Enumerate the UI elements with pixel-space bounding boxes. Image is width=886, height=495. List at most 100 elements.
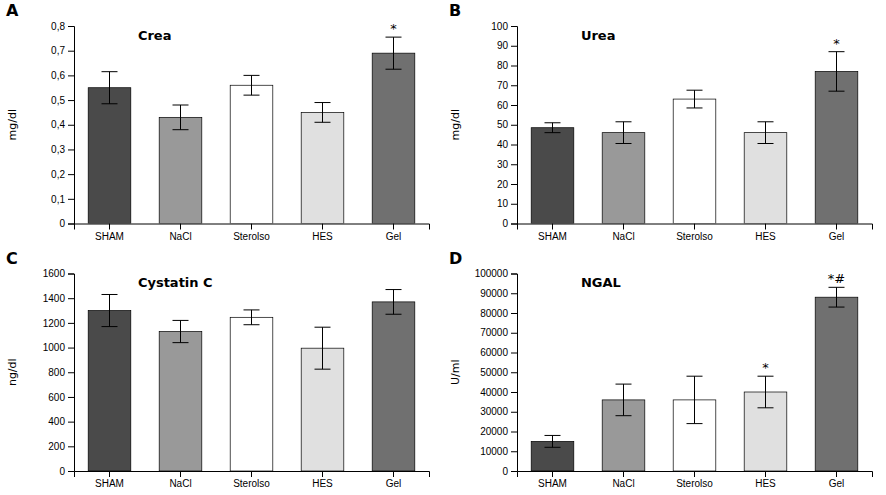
plot-area (88, 290, 415, 471)
significance-label: * (833, 36, 840, 51)
panel-title: NGAL (581, 275, 621, 290)
axis-line (518, 472, 873, 478)
tick-mark (68, 446, 74, 447)
tick-mark (511, 85, 517, 86)
x-axis: SHAMNaClSterolsoHESGel (75, 471, 430, 489)
bar (230, 317, 273, 471)
bar (301, 112, 344, 223)
y-tick: 20000 (480, 426, 517, 437)
error-bar-line (102, 294, 118, 326)
y-tick: 50000 (480, 367, 517, 378)
tick-mark (322, 471, 323, 477)
tick-mark (511, 333, 517, 334)
significance-label: * (390, 21, 397, 36)
tick-label: 0,4 (51, 119, 65, 130)
tick-mark (68, 298, 74, 299)
error-bar (315, 327, 331, 369)
y-tick: 0,8 (51, 21, 74, 32)
bar (531, 128, 574, 224)
error-bar (244, 75, 260, 95)
tick-label: 40000 (480, 387, 508, 398)
panel-label: C (6, 249, 18, 268)
tick-mark (68, 397, 74, 398)
tick-label: 50000 (480, 367, 508, 378)
tick-label: 0,8 (51, 21, 65, 32)
tick-mark (68, 174, 74, 175)
y-tick: 0,1 (51, 194, 74, 205)
tick-label: 0 (59, 466, 65, 477)
y-tick: 40 (497, 139, 517, 150)
error-bar (829, 287, 845, 307)
tick-mark (511, 471, 517, 472)
tick-mark (765, 471, 766, 477)
y-tick: 90000 (480, 288, 517, 299)
error-bar (545, 123, 561, 133)
error-bar-line (616, 122, 632, 144)
panel-title: Crea (138, 28, 172, 43)
error-bar (386, 37, 402, 69)
y-tick: 90 (497, 40, 517, 51)
error-bar (829, 52, 845, 92)
x-tick: SHAM (95, 224, 124, 242)
axis-line (518, 224, 873, 230)
tick-mark (511, 432, 517, 433)
figure: 00,10,20,30,40,50,60,70,8SHAMNaClSterols… (0, 0, 886, 495)
tick-mark (68, 100, 74, 101)
y-tick: 10 (497, 198, 517, 209)
bar (673, 99, 716, 223)
y-tick: 30000 (480, 406, 517, 417)
tick-label: 800 (48, 367, 65, 378)
tick-mark (180, 224, 181, 230)
tick-mark (393, 471, 394, 477)
tick-label: HES (755, 231, 776, 242)
y-tick: 1200 (43, 318, 74, 329)
tick-label: 1200 (43, 318, 66, 329)
x-tick: NaCl (612, 224, 634, 242)
error-bar-line (315, 327, 331, 369)
y-tick: 0,4 (51, 119, 74, 130)
panel-label: A (6, 1, 19, 20)
tick-label: 30000 (480, 406, 508, 417)
tick-label: 90 (497, 40, 509, 51)
tick-mark (68, 26, 74, 27)
error-bar (758, 122, 774, 144)
bar (88, 311, 131, 471)
tick-mark (694, 471, 695, 477)
x-tick: Gel (386, 224, 402, 242)
tick-label: 70 (497, 80, 509, 91)
y-tick: 70000 (480, 327, 517, 338)
error-bar-line (545, 435, 561, 447)
panel-title: Urea (581, 28, 616, 43)
tick-label: 10000 (480, 446, 508, 457)
tick-mark (511, 353, 517, 354)
tick-mark (393, 224, 394, 230)
x-tick: Sterolso (676, 224, 713, 242)
tick-label: SHAM (95, 478, 124, 489)
y-tick: 1000 (43, 342, 74, 353)
bar (159, 117, 202, 223)
error-bar-line (687, 90, 703, 108)
y-tick: 1400 (43, 293, 74, 304)
panel-label: D (449, 249, 462, 268)
bar (815, 297, 858, 471)
tick-mark (511, 224, 517, 225)
tick-label: 70000 (480, 327, 508, 338)
tick-label: 1400 (43, 293, 66, 304)
tick-mark (511, 184, 517, 185)
x-tick: HES (755, 471, 776, 489)
panel: 00,10,20,30,40,50,60,70,8SHAMNaClSterols… (6, 1, 430, 242)
tick-label: SHAM (538, 231, 567, 242)
x-tick: SHAM (95, 471, 124, 489)
axis-line (511, 27, 518, 225)
error-bar-line (829, 52, 845, 92)
bar (230, 85, 273, 223)
tick-label: HES (312, 478, 333, 489)
tick-label: 40 (497, 139, 509, 150)
tick-label: 1600 (43, 268, 66, 279)
significance-label: *# (828, 271, 845, 286)
tick-label: Sterolso (676, 478, 713, 489)
bar (372, 302, 415, 471)
error-bar-line (173, 105, 189, 130)
error-bar (315, 103, 331, 123)
tick-label: 90000 (480, 288, 508, 299)
